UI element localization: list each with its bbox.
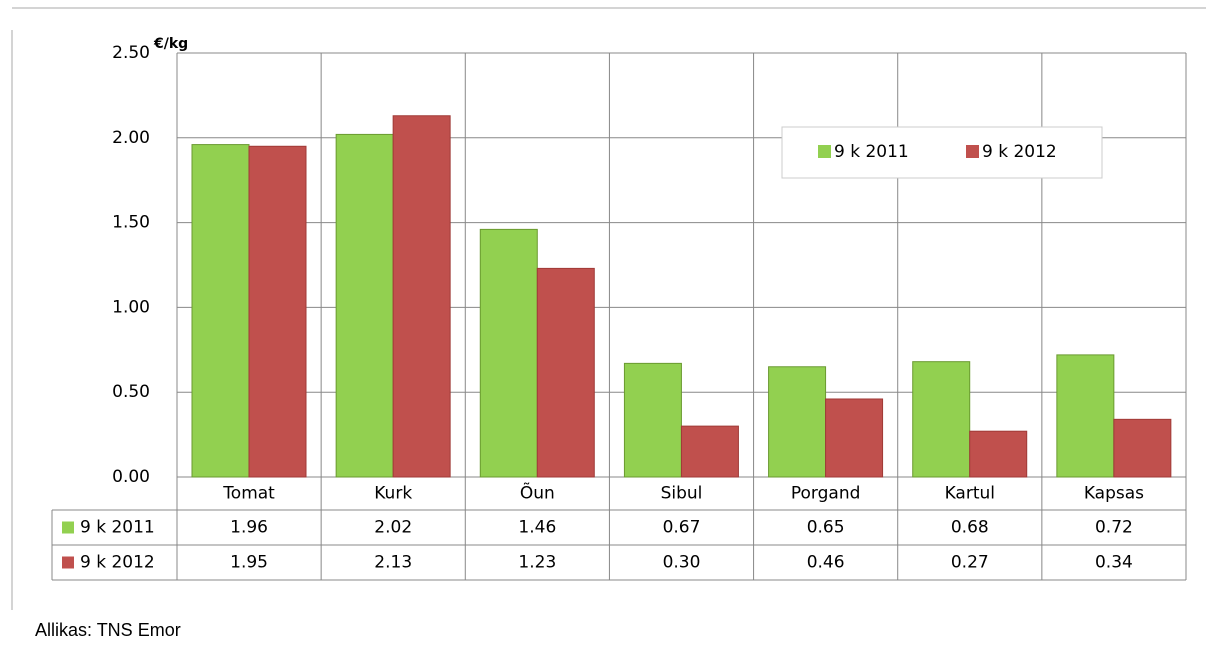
- y-tick-label: 1.00: [112, 297, 150, 317]
- source: Allikas: TNS Emor: [35, 620, 181, 640]
- bar: [536, 267, 595, 478]
- bar: [191, 144, 250, 478]
- legend-swatch: [966, 145, 979, 158]
- table-value: 0.67: [663, 518, 701, 538]
- table-value: 0.27: [951, 553, 989, 573]
- legend-swatch: [818, 145, 831, 158]
- table-value: 0.46: [807, 553, 845, 573]
- table-value: 2.13: [374, 553, 412, 573]
- table-swatch: [62, 521, 74, 534]
- x-tick-label: Kapsas: [1084, 484, 1144, 504]
- y-tick-label: 0.00: [112, 467, 150, 487]
- y-tick-label: 0.50: [112, 382, 150, 402]
- table-value: 0.65: [807, 518, 845, 538]
- bar: [479, 228, 538, 478]
- table-value: 0.72: [1095, 518, 1133, 538]
- table-swatch: [62, 556, 74, 569]
- table-value: 1.23: [518, 553, 556, 573]
- bar: [248, 145, 307, 478]
- table-value: 0.34: [1095, 553, 1133, 573]
- legend-label: 9 k 2012: [982, 142, 1057, 162]
- table-row-label: 9 k 2011: [80, 518, 155, 538]
- legend-box: [781, 126, 1103, 179]
- legend-label: 9 k 2011: [834, 142, 909, 162]
- bar: [825, 398, 884, 478]
- table-row-label: 9 k 2012: [80, 553, 155, 573]
- x-tick-label: Kurk: [374, 484, 412, 504]
- table-value: 1.46: [518, 518, 556, 538]
- bar: [392, 115, 451, 478]
- x-tick-label: Sibul: [661, 484, 703, 504]
- x-tick-label: Porgand: [791, 484, 861, 504]
- table-value: 0.30: [663, 553, 701, 573]
- x-tick-label: Õun: [520, 482, 555, 504]
- table-value: 2.02: [374, 518, 412, 538]
- bar: [1056, 354, 1115, 478]
- y-tick-label: 2.50: [112, 43, 150, 63]
- x-tick-label: Kartul: [945, 484, 995, 504]
- y-tick-label: 1.50: [112, 213, 150, 233]
- bar: [1113, 418, 1172, 478]
- bar: [680, 425, 739, 478]
- table-value: 0.68: [951, 518, 989, 538]
- table-value: 1.95: [230, 553, 268, 573]
- x-tick-label: Tomat: [222, 484, 275, 504]
- bar: [623, 362, 682, 478]
- bar: [969, 430, 1028, 478]
- bar: [912, 361, 971, 478]
- table-value: 1.96: [230, 518, 268, 538]
- bar: [335, 133, 394, 478]
- bar: [768, 366, 827, 478]
- y-tick-label: 2.00: [112, 128, 150, 148]
- y-unit: €/kg: [153, 36, 188, 52]
